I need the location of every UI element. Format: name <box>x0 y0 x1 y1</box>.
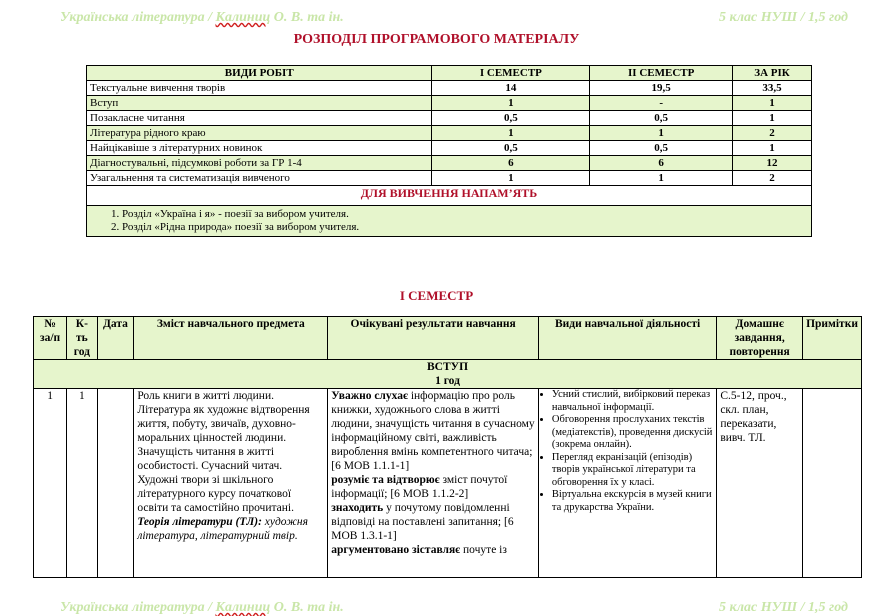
table-cell: 14 <box>431 80 591 96</box>
list-item: Розділ «Рідна природа» поезії за вибором… <box>122 221 808 234</box>
table-row: 1 1 Роль книги в житті людини. Літератур… <box>32 388 862 578</box>
row-number: 1 <box>32 388 68 578</box>
col-header: № за/п <box>32 316 68 360</box>
col-header: Дата <box>96 316 135 360</box>
table-cell: 1 <box>431 95 591 111</box>
table-cell: Позакласне читання <box>85 110 433 126</box>
table-row: Література рідного краю 1 1 2 <box>85 125 812 141</box>
table-row: Діагностувальні, підсумкові роботи за ГР… <box>85 155 812 171</box>
result-text: інформацію про роль книжки, художнього с… <box>331 390 535 472</box>
row-date <box>96 388 135 578</box>
result-verb: розуміє та відтворює <box>331 474 440 486</box>
table-cell: 1 <box>589 125 734 141</box>
result-text: зміст почутої інформації; [6 МОВ 1.1.2-2… <box>331 474 508 500</box>
result-item: аргументовано зіставляє почуте із <box>331 543 535 557</box>
running-footer-left: Українська література / Калиниц О. В. та… <box>60 600 344 616</box>
col-header: Зміст навчального предмета <box>133 316 329 360</box>
table-cell: 19,5 <box>589 80 734 96</box>
table-cell: 1 <box>732 110 812 126</box>
table-cell: - <box>589 95 734 111</box>
result-verb: аргументовано зіставляє <box>331 544 461 556</box>
table-cell: Узагальнення та систематизація вивченого <box>85 170 433 186</box>
table-cell: 0,5 <box>431 110 591 126</box>
col-header: Види навчальної діяльності <box>537 316 718 360</box>
running-header-right: 5 клас НУШ / 1,5 год <box>719 10 848 25</box>
list-item: Перегляд екранізацій (епізодів) творів у… <box>552 452 713 490</box>
table-cell: 1 <box>589 170 734 186</box>
table-row: Текстуальне вивчення творів 14 19,5 33,5 <box>85 80 812 96</box>
header-text: Українська література / <box>60 10 216 25</box>
list-item: Віртуальна екскурсія в музей книги та др… <box>552 489 713 514</box>
content-text: Роль книги в житті людини. Література як… <box>137 390 310 514</box>
row-homework: С.5-12, проч., скл. план, переказати, ви… <box>716 388 804 578</box>
section-title: ВСТУП <box>426 361 469 373</box>
running-footer-right: 5 клас НУШ / 1,5 год <box>719 600 848 615</box>
plan-table: № за/п К-ть год Дата Зміст навчального пред… <box>32 316 862 578</box>
result-verb: Уважно слухає <box>331 390 408 402</box>
table-row: Найцікавіше з літературних новинок 0,5 0,5… <box>85 140 812 156</box>
table-cell: Література рідного краю <box>85 125 433 141</box>
row-content: Роль книги в житті людини. Література як… <box>133 388 329 578</box>
table-cell: 1 <box>431 125 591 141</box>
memo-list: Розділ «Україна і я» - поезії за вибором… <box>90 208 808 234</box>
list-item: Обговорення прослуханих текстів (медіате… <box>552 414 713 452</box>
running-header-left: Українська література / Калиниц О. В. та… <box>60 10 344 26</box>
header-author: Калиниц <box>215 10 271 25</box>
col-header: Домашнє завдання, повторення <box>716 316 804 360</box>
memo-title: ДЛЯ ВИВЧЕННЯ НАПАМ’ЯТЬ <box>86 185 812 206</box>
row-notes <box>802 388 862 578</box>
theory-label: Теорія літератури (ТЛ): <box>137 516 262 528</box>
summary-table: ВИДИ РОБІТ І СЕМЕСТР ІІ СЕМЕСТР ЗА РІК Текс… <box>85 65 812 237</box>
result-text: у почутому повідомленні відповіді на пос… <box>331 502 514 542</box>
table-cell: 0,5 <box>431 140 591 156</box>
table-cell: 1 <box>431 170 591 186</box>
row-hours: 1 <box>66 388 98 578</box>
col-header: К-ть год <box>66 316 98 360</box>
table-cell: 2 <box>732 170 812 186</box>
list-item: Розділ «Україна і я» - поезії за вибором… <box>122 208 808 221</box>
table-cell: 6 <box>431 155 591 171</box>
table-cell: 6 <box>589 155 734 171</box>
header-author: Калиниц <box>215 600 271 615</box>
table-cell: 1 <box>732 95 812 111</box>
page-title: РОЗПОДІЛ ПРОГРАМОВОГО МАТЕРІАЛУ <box>293 32 580 47</box>
table-cell: Текстуальне вивчення творів <box>85 80 433 96</box>
section-row: ВСТУП 1 год <box>33 359 862 389</box>
row-results: Уважно слухає інформацію про роль книжки… <box>327 388 539 578</box>
result-item: знаходить у почутому повідомленні відпов… <box>331 501 535 543</box>
section-hours: 1 год <box>435 375 460 387</box>
table-cell: Вступ <box>85 95 433 111</box>
col-header: Примітки <box>802 316 862 360</box>
table-cell: 2 <box>732 125 812 141</box>
table-cell: 0,5 <box>589 110 734 126</box>
col-header: І СЕМЕСТР <box>431 65 591 81</box>
col-header: ЗА РІК <box>732 65 812 81</box>
result-item: розуміє та відтворює зміст почутої інфор… <box>331 473 535 501</box>
col-header: ІІ СЕМЕСТР <box>589 65 734 81</box>
result-text: почуте із <box>460 544 507 556</box>
table-cell: Діагностувальні, підсумкові роботи за ГР… <box>85 155 433 171</box>
row-activities: Усний стислий, вибірковий переказ навчал… <box>537 388 718 578</box>
table-cell: Найцікавіше з літературних новинок <box>85 140 433 156</box>
table-cell: 0,5 <box>589 140 734 156</box>
semester-title: І СЕМЕСТР <box>399 288 474 303</box>
header-text: О. В. та ін. <box>270 600 344 615</box>
table-cell: 1 <box>732 140 812 156</box>
result-verb: знаходить <box>331 502 384 514</box>
theory-text: художня література, літературний твір. <box>137 516 308 542</box>
col-header: Очікувані результати навчання <box>327 316 539 360</box>
header-text: Українська література / <box>60 600 216 615</box>
result-item: Уважно слухає інформацію про роль книжки… <box>331 389 535 473</box>
table-cell: 33,5 <box>732 80 812 96</box>
table-row: Позакласне читання 0,5 0,5 1 <box>85 110 812 126</box>
header-text: О. В. та ін. <box>270 10 344 25</box>
col-header: ВИДИ РОБІТ <box>85 65 433 81</box>
list-item: Усний стислий, вибірковий переказ навчал… <box>552 389 713 414</box>
table-cell: 12 <box>732 155 812 171</box>
table-row: Вступ 1-1 <box>85 95 812 111</box>
table-row: Узагальнення та систематизація вивченого… <box>85 170 812 186</box>
